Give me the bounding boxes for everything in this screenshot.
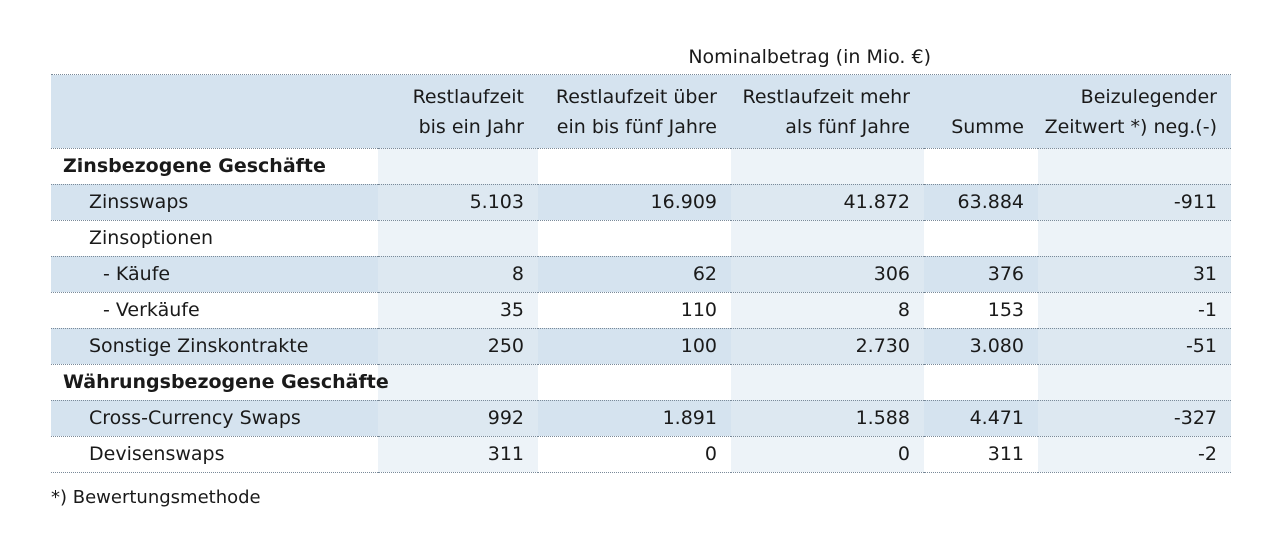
- column-header-up-to-one-year: Restlaufzeit bis ein Jahr: [378, 75, 538, 149]
- column-header-fair-value: Beizulegender Zeitwert *) neg.(-): [1038, 75, 1231, 149]
- column-header-over-five-years: Restlaufzeit mehr als fünf Jahre: [731, 75, 924, 149]
- table-cell: 0: [538, 436, 731, 473]
- table-cell: 311: [378, 436, 538, 473]
- footnote: *) Bewertungsmethode: [51, 487, 261, 508]
- table-cell: 0: [731, 436, 924, 473]
- table-cell: -51: [1038, 328, 1231, 365]
- table-cell: 31: [1038, 256, 1231, 293]
- table-cell: -911: [1038, 184, 1231, 221]
- table-cell: -2: [1038, 436, 1231, 473]
- table-cell: [924, 148, 1038, 185]
- table-cell: 8: [378, 256, 538, 293]
- table-cell: [1038, 148, 1231, 185]
- derivatives-table: Restlaufzeit bis ein Jahr Restlaufzeit ü…: [51, 75, 1231, 473]
- table-row-section-interest: Zinsbezogene Geschäfte: [51, 148, 1231, 185]
- table-cell: 5.103: [378, 184, 538, 221]
- table-cell: 2.730: [731, 328, 924, 365]
- table-row: Cross-Currency Swaps 992 1.891 1.588 4.4…: [51, 400, 1231, 437]
- table-cell: [924, 220, 1038, 257]
- table-cell: [538, 220, 731, 257]
- table-row: Zinsoptionen: [51, 220, 1231, 257]
- table-cell: 153: [924, 292, 1038, 329]
- table-cell: 376: [924, 256, 1038, 293]
- table-cell: 16.909: [538, 184, 731, 221]
- table-row: Zinsswaps 5.103 16.909 41.872 63.884 -91…: [51, 184, 1231, 221]
- table-row-section-currency: Währungsbezogene Geschäfte: [51, 364, 1231, 401]
- table-cell: 311: [924, 436, 1038, 473]
- table-cell: 110: [538, 292, 731, 329]
- table-cell: [1038, 220, 1231, 257]
- row-label: - Verkäufe: [51, 292, 378, 329]
- table-cell: [538, 364, 731, 401]
- table-cell: 3.080: [924, 328, 1038, 365]
- table-cell: 100: [538, 328, 731, 365]
- table-row: Sonstige Zinskontrakte 250 100 2.730 3.0…: [51, 328, 1231, 365]
- table-cell: 306: [731, 256, 924, 293]
- table-cell: 35: [378, 292, 538, 329]
- row-label: Devisenswaps: [51, 436, 378, 473]
- row-label: Zinsbezogene Geschäfte: [51, 148, 378, 185]
- table-cell: [731, 148, 924, 185]
- table-cell: 62: [538, 256, 731, 293]
- table-cell: [731, 364, 924, 401]
- table-cell: [378, 220, 538, 257]
- column-header-one-to-five-years: Restlaufzeit über ein bis fünf Jahre: [538, 75, 731, 149]
- table-cell: 250: [378, 328, 538, 365]
- row-label: Zinsswaps: [51, 184, 378, 221]
- table-cell: 4.471: [924, 400, 1038, 437]
- table-cell: 992: [378, 400, 538, 437]
- column-header-row: Restlaufzeit bis ein Jahr Restlaufzeit ü…: [51, 75, 1231, 149]
- row-label: Sonstige Zinskontrakte: [51, 328, 378, 365]
- nominal-amount-header: Nominalbetrag (in Mio. €): [51, 40, 1231, 75]
- table-row: Devisenswaps 311 0 0 311 -2: [51, 436, 1231, 473]
- column-header-label: [51, 75, 378, 149]
- table-cell: 1.891: [538, 400, 731, 437]
- table-cell: 1.588: [731, 400, 924, 437]
- row-label: Cross-Currency Swaps: [51, 400, 378, 437]
- table-row: - Verkäufe 35 110 8 153 -1: [51, 292, 1231, 329]
- row-label: - Käufe: [51, 256, 378, 293]
- table-cell: 63.884: [924, 184, 1038, 221]
- table-row: - Käufe 8 62 306 376 31: [51, 256, 1231, 293]
- table-cell: [378, 364, 538, 401]
- column-header-sum: Summe: [924, 75, 1038, 149]
- table-cell: -1: [1038, 292, 1231, 329]
- table-cell: [1038, 364, 1231, 401]
- row-label: Zinsoptionen: [51, 220, 378, 257]
- table-cell: [378, 148, 538, 185]
- table-cell: -327: [1038, 400, 1231, 437]
- table-cell: [924, 364, 1038, 401]
- table-cell: [731, 220, 924, 257]
- table-cell: 41.872: [731, 184, 924, 221]
- row-label: Währungsbezogene Geschäfte: [51, 364, 389, 401]
- table-cell: [538, 148, 731, 185]
- derivatives-table-container: Nominalbetrag (in Mio. €) Restlaufzeit b…: [51, 40, 1231, 473]
- table-cell: 8: [731, 292, 924, 329]
- nominal-amount-header-text: Nominalbetrag (in Mio. €): [688, 46, 931, 68]
